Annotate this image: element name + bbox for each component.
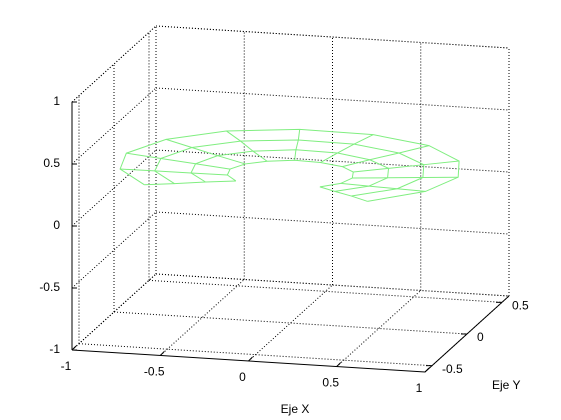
x-tick-label: 1 xyxy=(416,381,423,395)
grid-line xyxy=(78,343,433,367)
x-tick-label: 0 xyxy=(239,370,246,384)
box-edge xyxy=(71,25,157,103)
x-tick-label: -0.5 xyxy=(144,365,165,379)
mesh-line xyxy=(342,145,430,168)
x-tick-label: 0.5 xyxy=(322,376,339,390)
mesh-line xyxy=(353,160,460,173)
grid-line xyxy=(148,279,503,303)
grid-line xyxy=(71,211,157,289)
grid-line xyxy=(159,279,245,356)
grid-line xyxy=(155,149,510,173)
grid-line xyxy=(71,149,157,227)
x-tick-label: -1 xyxy=(61,359,72,373)
grid-line xyxy=(248,284,333,362)
tick-mark xyxy=(248,356,253,362)
tick-mark xyxy=(159,351,165,356)
z-tick-label: 0 xyxy=(53,218,60,232)
y-tick-label: -0.5 xyxy=(442,362,463,376)
grid-line xyxy=(155,87,510,111)
grid-line xyxy=(336,290,422,367)
mesh-line xyxy=(165,138,246,165)
z-tick-label: 0.5 xyxy=(43,156,60,170)
tick-mark xyxy=(71,345,77,351)
mesh-line xyxy=(320,134,374,163)
grid-line xyxy=(71,87,157,165)
x-axis-label: Eje X xyxy=(281,402,310,416)
z-tick-label: -0.5 xyxy=(39,280,60,294)
mesh-line xyxy=(120,168,228,176)
mesh-line xyxy=(226,159,354,188)
mesh-line xyxy=(144,180,236,186)
y-tick-label: 0.5 xyxy=(512,299,529,313)
grid-line xyxy=(113,311,468,335)
mesh-line xyxy=(319,186,368,202)
tick-mark xyxy=(336,362,342,367)
mesh-line xyxy=(154,139,425,197)
box-edge xyxy=(155,25,510,49)
mesh-line xyxy=(190,149,390,192)
box-edge xyxy=(155,273,510,297)
z-tick-label: 1 xyxy=(53,94,60,108)
mesh-line xyxy=(226,130,268,162)
y-tick-label: 0 xyxy=(477,330,484,344)
y-axis-label: Eje Y xyxy=(492,378,520,392)
tick-mark xyxy=(424,367,430,373)
mesh-line xyxy=(294,129,301,161)
mesh-line xyxy=(340,182,426,192)
grid-line xyxy=(155,211,510,235)
mesh-line xyxy=(126,152,231,170)
mesh-line xyxy=(119,128,460,202)
box-edge xyxy=(71,273,157,351)
mesh-line xyxy=(352,176,459,179)
z-tick-label: -1 xyxy=(49,342,60,356)
